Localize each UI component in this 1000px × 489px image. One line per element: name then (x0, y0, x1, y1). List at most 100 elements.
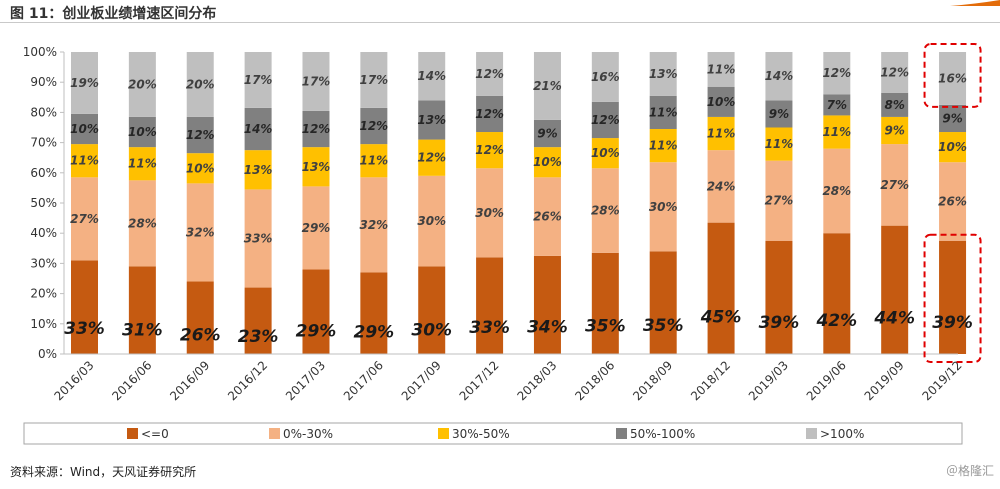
bar-segment (649, 162, 677, 252)
bar-segment (71, 52, 98, 114)
x-tick-label: 2016/06 (109, 358, 154, 403)
title-divider (0, 22, 1000, 23)
bar-segment (244, 107, 272, 151)
data-label: 11% (822, 125, 851, 139)
bar-segment (128, 266, 156, 354)
bar-segment (71, 144, 98, 178)
figure-title: 图 11：创业板业绩增速区间分布 (10, 6, 217, 22)
data-label: 28% (128, 216, 157, 230)
bar-segment (360, 107, 388, 145)
bar-segment (302, 147, 330, 187)
bar-segment (360, 52, 388, 108)
data-label: 30% (475, 206, 504, 220)
data-label: 11% (128, 157, 157, 171)
data-label: 17% (302, 74, 331, 88)
bar-segment (128, 116, 156, 148)
data-label: 31% (122, 321, 163, 341)
bar-segment (823, 115, 851, 149)
bar-segment (128, 180, 156, 267)
y-tick-label: 0% (38, 347, 57, 361)
bar-segment (360, 144, 388, 178)
data-label: 11% (707, 127, 736, 141)
data-label: 32% (359, 218, 388, 232)
data-label: 14% (417, 69, 446, 83)
data-label: 20% (186, 77, 215, 91)
x-tick-label: 2017/09 (399, 358, 444, 403)
data-label: 9% (537, 127, 557, 141)
data-label: 12% (302, 122, 331, 136)
data-label: 16% (591, 70, 620, 84)
bar-segment (302, 269, 330, 354)
bar-segment (591, 138, 619, 169)
bar-segment (591, 101, 619, 139)
bar-segment (71, 260, 98, 354)
bar-segment (649, 52, 677, 96)
y-tick-label: 40% (30, 226, 57, 240)
x-tick-label: 2016/03 (51, 358, 96, 403)
data-label: 17% (244, 73, 273, 87)
data-label: 27% (70, 212, 99, 226)
data-label: 35% (643, 316, 684, 336)
bar-segment (765, 240, 793, 354)
bar-segment (244, 52, 272, 108)
data-label: 11% (70, 154, 99, 168)
bar-segment (765, 160, 793, 241)
data-label: 12% (475, 143, 504, 157)
bar-segment (881, 52, 909, 93)
data-label: 14% (765, 69, 794, 83)
data-label: 10% (533, 155, 562, 169)
bar-segment (881, 144, 909, 226)
bar-segment (418, 266, 446, 354)
stacked-bar-chart: 33% 27% 11% 10% 19% 31% 28% 11% 10% 20% 26% 32% 10% 1… (23, 43, 982, 445)
data-label: 26% (180, 325, 221, 345)
bar-segment (765, 52, 793, 101)
bar-segment (707, 86, 735, 117)
bar-segment (244, 189, 272, 288)
bar-segment (186, 281, 214, 354)
bar-segment (591, 52, 619, 102)
legend-label: <=0 (141, 427, 169, 441)
x-tick-label: 2019/03 (746, 358, 791, 403)
bar-segment (649, 95, 677, 130)
x-tick-label: 2016/09 (167, 358, 212, 403)
bar-segment (707, 222, 735, 354)
data-label: 12% (822, 66, 851, 80)
data-label: 17% (359, 73, 388, 87)
highlight-layer (923, 43, 982, 363)
data-label: 19% (70, 76, 99, 90)
data-label: 21% (533, 79, 562, 93)
data-label: 13% (649, 67, 678, 81)
bar-segment (71, 177, 98, 261)
bar-segment (360, 177, 388, 273)
y-tick-label: 80% (30, 105, 57, 119)
bar-segment (823, 52, 851, 95)
data-label: 10% (707, 95, 736, 109)
data-label: 11% (649, 139, 678, 153)
data-label: 28% (591, 204, 620, 218)
data-label: 13% (302, 160, 331, 174)
data-label: 23% (238, 327, 279, 347)
bar-segment (533, 147, 561, 178)
data-label: 12% (475, 67, 504, 81)
x-tick-label: 2017/03 (283, 358, 328, 403)
x-tick-label: 2018/03 (514, 358, 559, 403)
bars-layer (71, 52, 967, 354)
bar-segment (186, 116, 214, 154)
data-label: 33% (244, 231, 273, 245)
bar-segment (707, 52, 735, 87)
bar-segment (244, 287, 272, 354)
y-tick-label: 10% (30, 317, 57, 331)
x-tick-label: 2018/12 (688, 358, 733, 403)
bar-segment (476, 168, 504, 258)
data-label: 42% (815, 311, 857, 331)
bar-segment (418, 175, 446, 267)
data-label: 28% (822, 184, 851, 198)
x-tick-label: 2019/09 (862, 358, 907, 403)
x-tick-label: 2019/06 (804, 358, 849, 403)
data-label: 12% (186, 128, 215, 142)
bar-segment (707, 116, 735, 151)
data-label: 29% (302, 221, 331, 235)
y-tick-label: 70% (30, 136, 57, 150)
y-tick-label: 60% (30, 166, 57, 180)
data-label: 12% (359, 119, 388, 133)
